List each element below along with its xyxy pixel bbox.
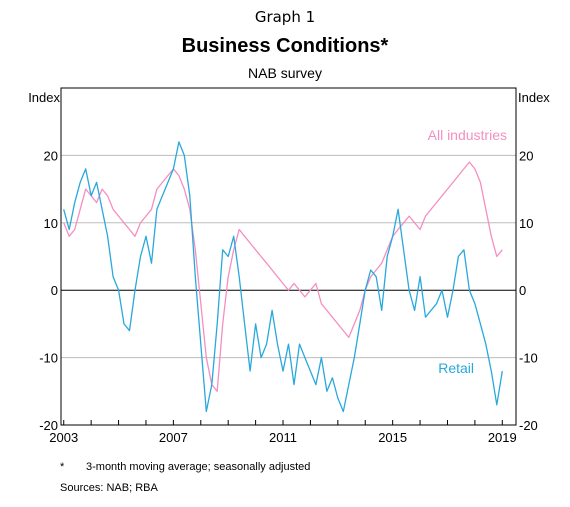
series-line-all-industries [63,161,503,392]
sources-note: Sources: NAB; RBA [60,482,158,494]
series-label-all-industries: All industries [428,127,507,143]
plot-frame [60,87,517,426]
y-axis-label-right: Index [518,90,550,105]
footnote-text: 3-month moving average; seasonally adjus… [86,461,311,473]
y-tick-label-right: -20 [519,418,538,433]
y-tick-label-left: 0 [51,283,58,298]
axis-ticks: -20 -20 -10 -10 0 0 10 10 20 20 2003 2007 2011 2015 20… [39,148,538,445]
x-tick-label: 2015 [378,430,407,445]
footnote: * 3-month moving average; seasonally adju… [60,461,310,473]
graph-number: Graph 1 [254,8,316,26]
chart-title: Business Conditions* [181,35,389,57]
grid-lines [61,154,516,359]
y-tick-label-left: -10 [39,351,58,366]
chart-subtitle: NAB survey [248,65,322,81]
y-axis-label-left: Index [28,90,60,105]
y-tick-label-left: -20 [39,418,58,433]
y-tick-label-right: 20 [519,148,533,163]
series-labels: All industries Retail [428,127,507,376]
y-tick-label-right: 0 [519,283,526,298]
x-tick-label: 2003 [49,430,78,445]
x-tick-label: 2011 [269,430,297,445]
x-tick-label: 2019 [488,430,517,445]
y-tick-label-left: 20 [44,148,58,163]
y-tick-label-right: -10 [519,351,538,366]
series-lines [63,141,503,413]
series-label-retail: Retail [438,360,474,376]
x-tick-label: 2007 [159,430,188,445]
y-tick-label-left: 10 [44,216,58,231]
footnote-marker: * [60,461,65,473]
series-line-retail [63,141,503,413]
y-tick-label-right: 10 [519,216,533,231]
